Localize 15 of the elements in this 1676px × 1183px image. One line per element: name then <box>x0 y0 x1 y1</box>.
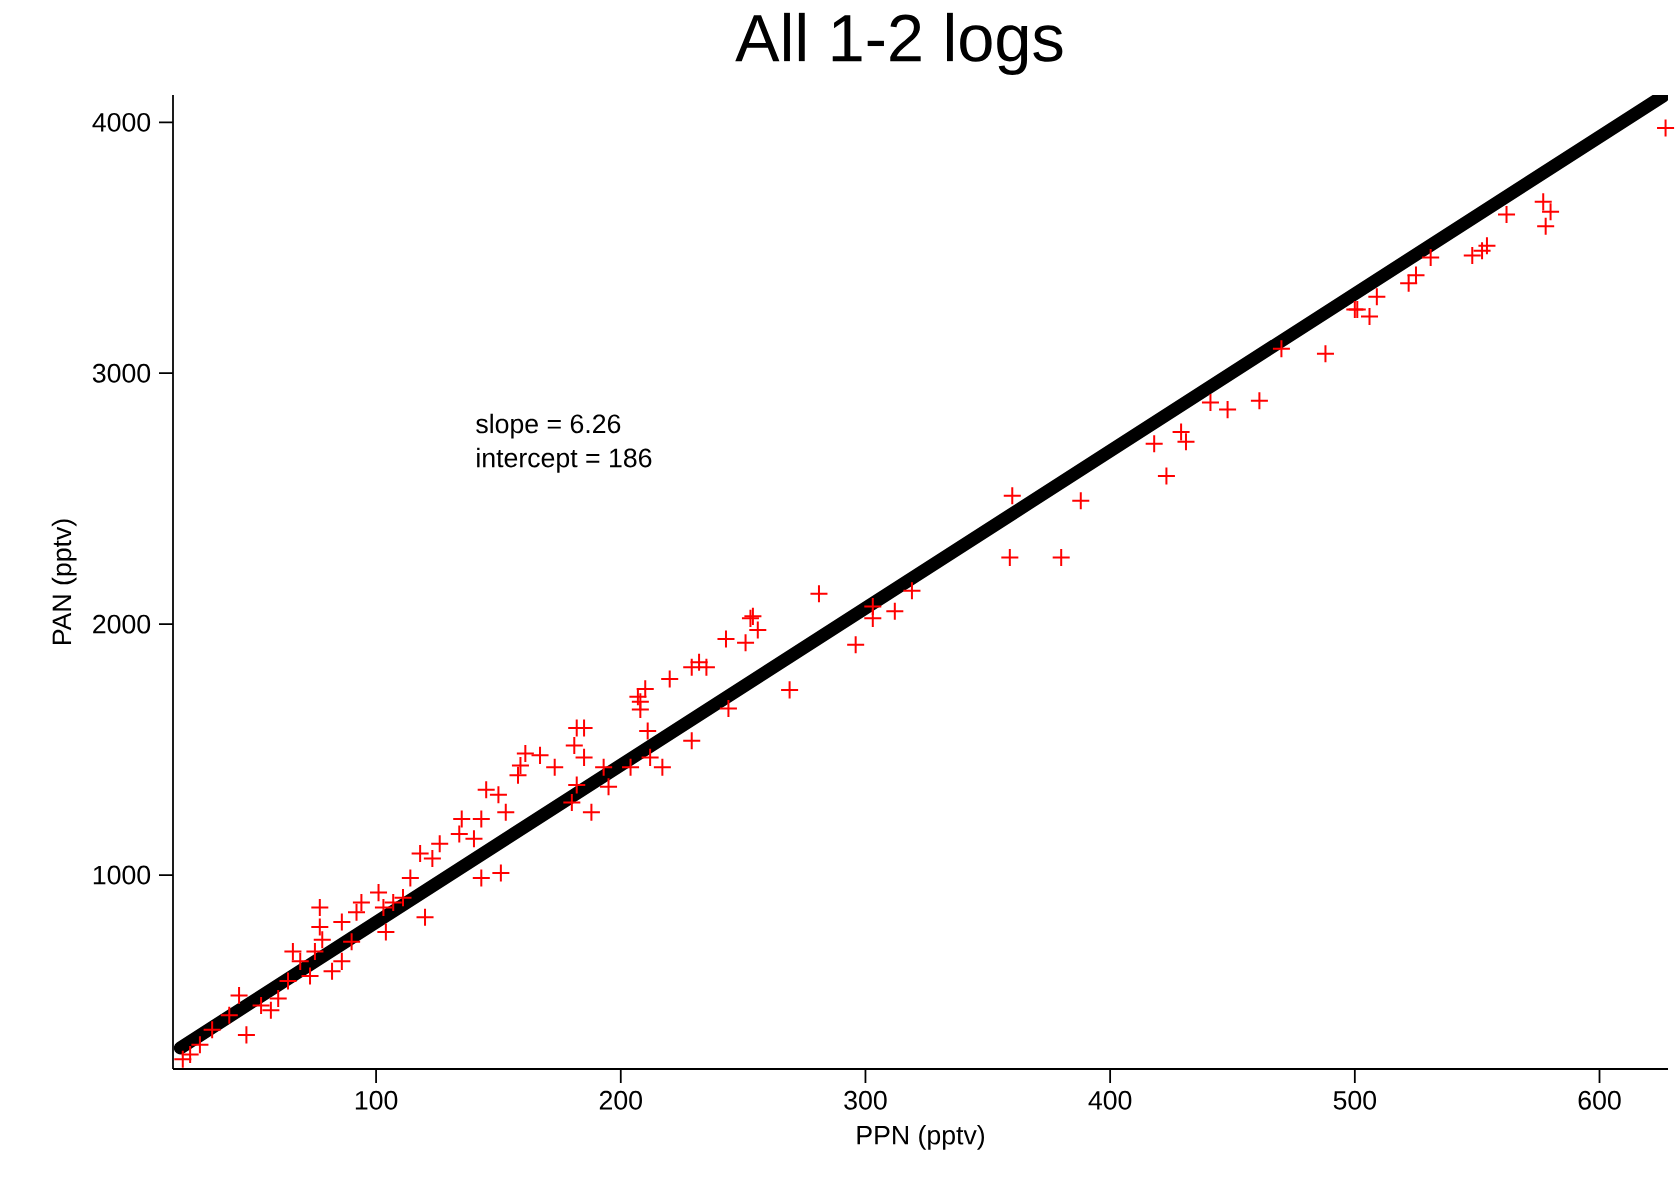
y-tick-label: 1000 <box>93 865 151 885</box>
x-axis-title: PPN (pptv) <box>857 1125 985 1150</box>
chart-title: All 1-2 logs <box>735 12 1063 75</box>
annotation: slope = 6.26 <box>476 413 621 439</box>
x-tick-label: 600 <box>1578 1090 1621 1110</box>
annotation: intercept = 186 <box>477 447 652 473</box>
x-tick-label: 500 <box>1333 1090 1377 1110</box>
y-tick-label: 4000 <box>92 112 151 132</box>
x-tick-label: 400 <box>1088 1090 1132 1110</box>
x-tick-label: 100 <box>355 1090 398 1110</box>
x-tick-label: 200 <box>599 1090 642 1110</box>
x-tick-label: 300 <box>844 1090 887 1110</box>
y-tick-label: 2000 <box>93 614 151 634</box>
y-tick-label: 3000 <box>92 363 151 383</box>
y-axis-title: PAN (pptv) <box>51 519 77 645</box>
